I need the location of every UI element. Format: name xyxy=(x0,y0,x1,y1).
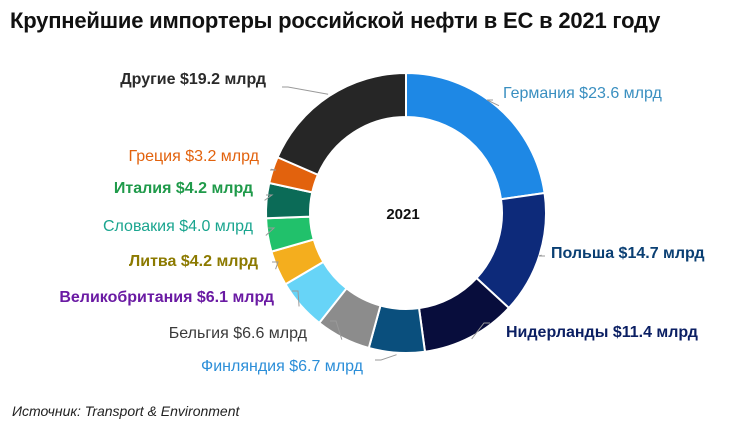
center-label: 2021 xyxy=(386,206,419,223)
slice-label: Бельгия $6.6 млрд xyxy=(169,325,308,342)
leader-line xyxy=(272,261,279,270)
leader-line xyxy=(282,86,329,95)
leader-line xyxy=(486,99,500,107)
leader-line xyxy=(264,194,274,201)
leader-lines-layer xyxy=(264,86,545,361)
source-note: Источник: Transport & Environment xyxy=(12,403,240,419)
leader-line xyxy=(471,322,490,340)
leader-line xyxy=(270,168,277,171)
leader-line xyxy=(330,320,343,340)
slice-label: Литва $4.2 млрд xyxy=(129,253,258,270)
slice-label: Греция $3.2 млрд xyxy=(128,148,259,165)
slice-label: Италия $4.2 млрд xyxy=(114,180,253,197)
slice-label: Финляндия $6.7 млрд xyxy=(201,358,364,375)
slice-label: Словакия $4.0 млрд xyxy=(103,218,254,235)
slice-label: Великобритания $6.1 млрд xyxy=(59,289,274,306)
slice-label: Польша $14.7 млрд xyxy=(551,245,705,262)
leader-line xyxy=(538,254,545,257)
leader-line xyxy=(292,290,300,307)
slices-layer xyxy=(265,71,547,354)
leader-line xyxy=(265,227,276,236)
slice-labels-layer: Германия $23.6 млрд Польша $14.7 млрд Ниде… xyxy=(59,71,704,375)
slice-label: Другие $19.2 млрд xyxy=(120,71,266,88)
leader-line xyxy=(375,354,397,361)
chart-title: Крупнейшие импортеры российской нефти в … xyxy=(10,8,661,33)
slice-label: Германия $23.6 млрд xyxy=(503,85,663,102)
slice-label: Нидерланды $11.4 млрд xyxy=(506,324,698,341)
slice-11 xyxy=(276,71,407,177)
